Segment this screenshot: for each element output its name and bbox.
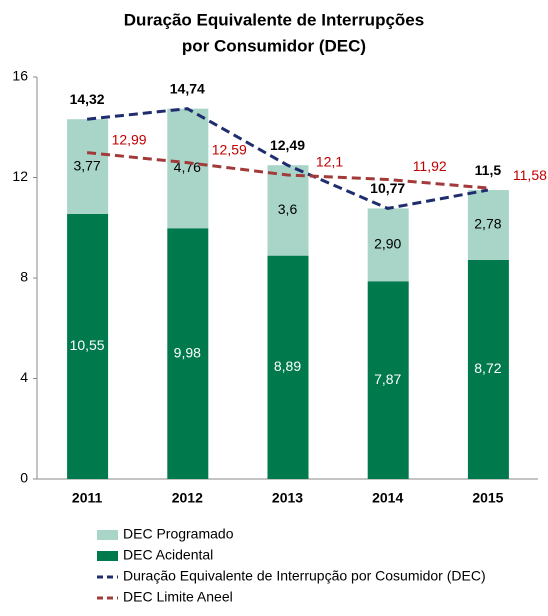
legend-label: Duração Equivalente de Interrupção por C… bbox=[123, 568, 486, 584]
y-tick-label: 12 bbox=[12, 168, 28, 184]
bar-segment bbox=[467, 190, 509, 260]
legend-swatch bbox=[97, 551, 118, 561]
data-label: 4,76 bbox=[174, 159, 201, 175]
x-tick-label: 2014 bbox=[372, 490, 403, 506]
data-label: 8,89 bbox=[274, 358, 301, 374]
legend-label: DEC Acidental bbox=[123, 547, 213, 563]
x-tick-label: 2012 bbox=[172, 490, 203, 506]
data-label: 10,55 bbox=[70, 337, 105, 353]
data-label: 10,77 bbox=[370, 180, 405, 196]
y-tick-label: 16 bbox=[12, 68, 28, 84]
legend-label: DEC Programado bbox=[123, 526, 234, 542]
chart-title: Duração Equivalente de Interrupções bbox=[124, 10, 424, 29]
line bbox=[86, 151, 489, 190]
bar-segment bbox=[367, 281, 409, 479]
x-tick-label: 2015 bbox=[472, 490, 503, 506]
y-tick-label: 0 bbox=[20, 470, 28, 486]
data-label: 12,1 bbox=[316, 154, 343, 170]
bar-segment bbox=[367, 208, 409, 282]
data-label: 7,87 bbox=[374, 371, 401, 387]
line bbox=[86, 107, 489, 210]
legend-swatch bbox=[97, 530, 118, 540]
data-label: 12,49 bbox=[270, 137, 305, 153]
legend-label: DEC Limite Aneel bbox=[123, 589, 233, 605]
data-label: 11,58 bbox=[513, 167, 547, 183]
data-label: 2,78 bbox=[474, 216, 501, 232]
data-label: 2,90 bbox=[374, 236, 401, 252]
data-label: 3,77 bbox=[73, 157, 100, 173]
chart-title: por Consumidor (DEC) bbox=[182, 36, 366, 55]
data-label: 11,5 bbox=[475, 162, 502, 178]
x-tick-label: 2013 bbox=[272, 490, 303, 506]
bar-segment bbox=[167, 228, 209, 479]
data-label: 11,92 bbox=[413, 158, 447, 174]
bar-segment bbox=[167, 108, 209, 229]
data-label: 8,72 bbox=[474, 360, 501, 376]
y-tick-label: 4 bbox=[20, 369, 28, 385]
bar-segment bbox=[267, 255, 309, 479]
data-label: 12,99 bbox=[112, 131, 147, 147]
x-tick-label: 2011 bbox=[72, 490, 103, 506]
data-label: 9,98 bbox=[174, 344, 201, 360]
bar-segment bbox=[467, 259, 509, 479]
data-label: 14,32 bbox=[70, 91, 105, 107]
data-label: 3,6 bbox=[278, 201, 298, 217]
bar-segment bbox=[267, 165, 309, 256]
data-label: 12,59 bbox=[212, 141, 247, 157]
data-label: 14,74 bbox=[170, 80, 205, 96]
y-tick-label: 8 bbox=[20, 269, 28, 285]
bar-segment bbox=[67, 119, 109, 214]
bar-segment bbox=[67, 213, 109, 479]
